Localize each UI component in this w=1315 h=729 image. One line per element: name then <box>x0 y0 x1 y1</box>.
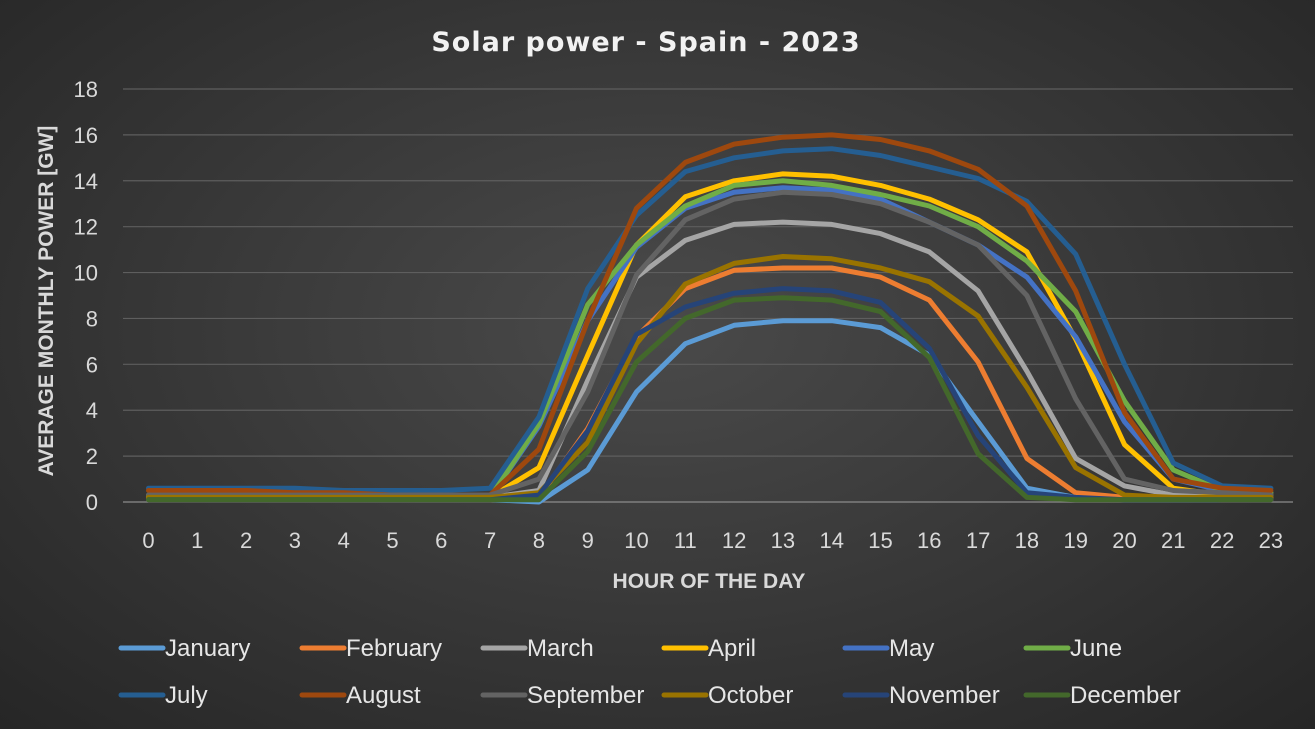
chart-title: Solar power - Spain - 2023 <box>431 27 860 58</box>
legend-label: September <box>527 682 644 709</box>
series-line-december <box>146 295 1274 503</box>
legend-item-may: May <box>842 635 934 662</box>
legend-item-february: February <box>299 635 442 662</box>
x-tick-label: 16 <box>917 528 941 553</box>
legend-label: August <box>346 682 421 709</box>
gridlines <box>123 88 1293 503</box>
y-axis-label: AVERAGE MONTHLY POWER [GW] <box>35 126 58 477</box>
x-tick-label: 19 <box>1063 528 1087 553</box>
x-tick-label: 18 <box>1015 528 1039 553</box>
legend-label: November <box>889 682 1000 709</box>
legend-item-june: June <box>1023 635 1122 662</box>
series-line-september <box>146 189 1274 498</box>
legend-item-september: September <box>480 682 644 709</box>
legend-label: June <box>1070 635 1122 662</box>
y-tick-label: 6 <box>86 352 98 377</box>
x-tick-label: 17 <box>966 528 990 553</box>
x-tick-label: 15 <box>868 528 892 553</box>
x-axis-ticks: 0 1 2 3 4 5 6 7 8 9 10 11 12 13 14 15 16 17 18 19 20 21 22 23 <box>142 528 1283 553</box>
x-tick-label: 23 <box>1259 528 1283 553</box>
x-tick-label: 21 <box>1161 528 1185 553</box>
y-tick-label: 16 <box>74 123 98 148</box>
y-tick-label: 8 <box>86 306 98 331</box>
y-tick-label: 14 <box>74 169 98 194</box>
legend-label: February <box>346 635 442 662</box>
x-tick-label: 7 <box>484 528 496 553</box>
x-tick-label: 14 <box>819 528 843 553</box>
x-tick-label: 13 <box>771 528 795 553</box>
legend-label: October <box>708 682 793 709</box>
series-line-july <box>146 146 1274 493</box>
x-tick-label: 4 <box>338 528 350 553</box>
y-axis-ticks: 0 2 4 6 8 10 12 14 16 18 <box>74 77 98 515</box>
y-tick-label: 18 <box>74 77 98 102</box>
series-line-june <box>146 178 1274 500</box>
y-tick-label: 10 <box>74 261 98 286</box>
x-tick-label: 10 <box>624 528 648 553</box>
legend-label: January <box>165 635 250 662</box>
legend-item-august: August <box>299 682 421 709</box>
y-tick-label: 2 <box>86 444 98 469</box>
x-tick-label: 22 <box>1210 528 1234 553</box>
series-line-october <box>146 254 1274 500</box>
legend: January February March April May June July Augu… <box>118 635 1181 709</box>
x-tick-label: 2 <box>240 528 252 553</box>
legend-label: May <box>889 635 934 662</box>
x-tick-label: 1 <box>191 528 203 553</box>
series-lines <box>146 132 1274 505</box>
y-tick-label: 4 <box>86 398 98 423</box>
y-tick-label: 0 <box>86 490 98 515</box>
x-tick-label: 12 <box>722 528 746 553</box>
x-axis-label: HOUR OF THE DAY <box>613 570 806 593</box>
x-tick-label: 20 <box>1112 528 1136 553</box>
x-tick-label: 6 <box>435 528 447 553</box>
y-tick-label: 12 <box>74 215 98 240</box>
legend-item-december: December <box>1023 682 1181 709</box>
x-tick-label: 11 <box>674 528 697 553</box>
x-tick-label: 5 <box>386 528 398 553</box>
legend-item-july: July <box>118 682 208 709</box>
x-tick-label: 8 <box>533 528 545 553</box>
legend-label: April <box>708 635 756 662</box>
x-tick-label: 0 <box>142 528 154 553</box>
legend-item-april: April <box>661 635 756 662</box>
legend-item-october: October <box>661 682 793 709</box>
legend-item-november: November <box>842 682 1000 709</box>
legend-label: December <box>1070 682 1181 709</box>
x-tick-label: 3 <box>289 528 301 553</box>
legend-item-january: January <box>118 635 250 662</box>
legend-item-march: March <box>480 635 594 662</box>
legend-label: July <box>165 682 208 709</box>
legend-label: March <box>527 635 594 662</box>
x-tick-label: 9 <box>582 528 594 553</box>
